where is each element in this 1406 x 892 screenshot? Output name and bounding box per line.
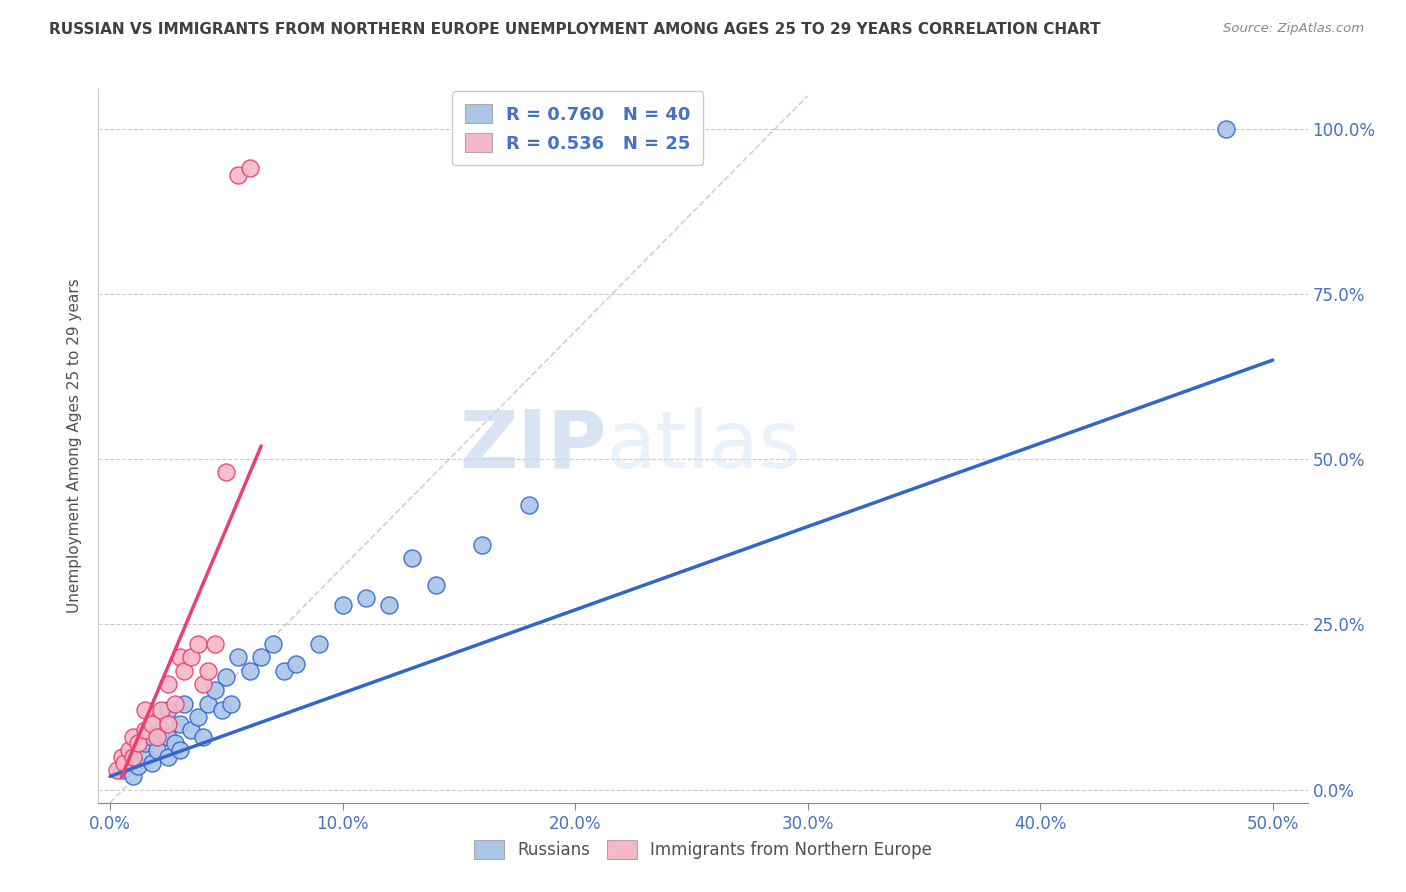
Point	[1215, 121, 1237, 136]
Point	[308, 637, 330, 651]
Legend: Russians, Immigrants from Northern Europe: Russians, Immigrants from Northern Europ…	[467, 834, 939, 866]
Text: ZIP: ZIP	[458, 407, 606, 485]
Point	[157, 677, 180, 691]
Point	[204, 683, 226, 698]
Point	[180, 723, 202, 738]
Point	[112, 756, 135, 771]
Point	[122, 730, 145, 744]
Point	[127, 759, 149, 773]
Point	[150, 723, 173, 738]
Point	[226, 650, 249, 665]
Point	[157, 716, 180, 731]
Point	[157, 703, 180, 717]
Point	[471, 538, 494, 552]
Y-axis label: Unemployment Among Ages 25 to 29 years: Unemployment Among Ages 25 to 29 years	[67, 278, 83, 614]
Point	[145, 730, 167, 744]
Point	[191, 677, 214, 691]
Point	[105, 763, 128, 777]
Point	[165, 697, 187, 711]
Point	[145, 743, 167, 757]
Point	[180, 650, 202, 665]
Point	[187, 710, 209, 724]
Point	[517, 499, 540, 513]
Point	[122, 749, 145, 764]
Point	[226, 168, 249, 182]
Point	[122, 769, 145, 783]
Point	[134, 723, 156, 738]
Point	[239, 161, 262, 176]
Point	[187, 637, 209, 651]
Point	[285, 657, 308, 671]
Point	[150, 703, 173, 717]
Point	[239, 664, 262, 678]
Point	[197, 697, 219, 711]
Point	[169, 650, 191, 665]
Text: RUSSIAN VS IMMIGRANTS FROM NORTHERN EUROPE UNEMPLOYMENT AMONG AGES 25 TO 29 YEAR: RUSSIAN VS IMMIGRANTS FROM NORTHERN EURO…	[49, 22, 1101, 37]
Point	[273, 664, 295, 678]
Point	[134, 736, 156, 750]
Text: atlas: atlas	[606, 407, 800, 485]
Point	[134, 703, 156, 717]
Point	[141, 716, 163, 731]
Point	[215, 670, 238, 684]
Point	[111, 763, 134, 777]
Text: Source: ZipAtlas.com: Source: ZipAtlas.com	[1223, 22, 1364, 36]
Point	[169, 743, 191, 757]
Point	[215, 466, 238, 480]
Point	[250, 650, 273, 665]
Point	[354, 591, 377, 605]
Point	[401, 551, 423, 566]
Point	[378, 598, 401, 612]
Point	[157, 730, 180, 744]
Point	[173, 697, 195, 711]
Point	[169, 716, 191, 731]
Point	[211, 703, 233, 717]
Point	[332, 598, 354, 612]
Point	[134, 749, 156, 764]
Point	[197, 664, 219, 678]
Point	[425, 578, 447, 592]
Point	[191, 730, 214, 744]
Point	[173, 664, 195, 678]
Point	[141, 730, 163, 744]
Point	[157, 749, 180, 764]
Point	[118, 753, 141, 767]
Point	[127, 736, 149, 750]
Point	[219, 697, 242, 711]
Point	[111, 749, 134, 764]
Point	[141, 756, 163, 771]
Point	[165, 736, 187, 750]
Point	[262, 637, 284, 651]
Point	[118, 743, 141, 757]
Point	[204, 637, 226, 651]
